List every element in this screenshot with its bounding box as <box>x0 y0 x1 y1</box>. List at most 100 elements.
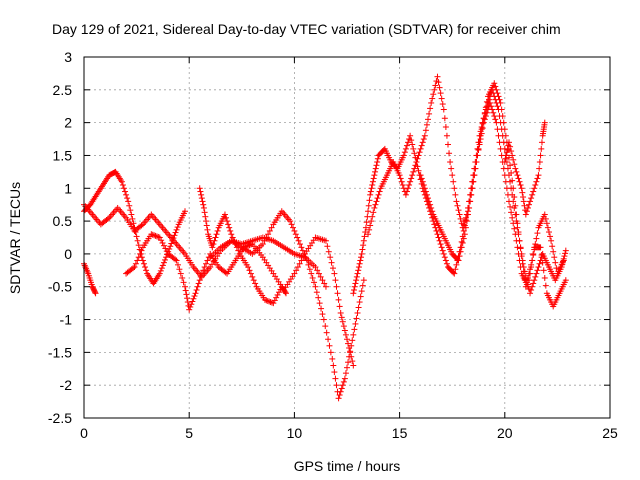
data-point-interp <box>460 227 467 234</box>
data-point-interp <box>483 98 490 105</box>
data-point <box>367 191 374 198</box>
data-point-interp <box>532 273 539 280</box>
data-point-interp <box>128 211 135 218</box>
data-point <box>125 198 132 205</box>
x-tick-label: 15 <box>392 425 408 441</box>
data-point <box>396 172 403 179</box>
x-tick-label: 20 <box>497 425 513 441</box>
data-point-interp <box>226 224 233 231</box>
data-point-interp <box>173 226 180 233</box>
data-point-interp <box>482 113 489 120</box>
data-point <box>487 99 494 106</box>
data-point-interp <box>508 209 515 216</box>
data-point-interp <box>429 95 436 102</box>
data-point-interp <box>368 218 375 225</box>
data-point-interp <box>472 165 479 172</box>
data-point-interp <box>351 283 358 290</box>
data-point-interp <box>140 260 147 267</box>
data-point-interp <box>282 289 289 296</box>
data-point <box>371 204 378 211</box>
data-point-interp <box>553 265 560 272</box>
data-point-interp <box>508 169 515 176</box>
data-point-interp <box>535 264 542 271</box>
data-point-interp <box>540 267 547 274</box>
data-point-interp <box>137 250 144 257</box>
data-point-interp <box>402 145 409 152</box>
data-point-interp <box>414 155 421 162</box>
data-point-interp <box>433 227 440 234</box>
data-point-interp <box>200 201 207 208</box>
data-point <box>453 198 460 205</box>
data-point-interp <box>120 185 127 192</box>
plot-frame <box>83 56 611 419</box>
data-point-interp <box>547 233 554 240</box>
data-point <box>341 375 348 382</box>
data-point <box>535 172 542 179</box>
data-point-interp <box>464 211 471 218</box>
data-point-interp <box>483 109 490 116</box>
data-point-interp <box>317 273 324 280</box>
data-point-interp <box>336 392 343 399</box>
data-point-interp <box>352 320 359 327</box>
data-point <box>181 283 188 290</box>
data-point <box>209 244 216 251</box>
data-point <box>320 316 327 323</box>
y-tick-label: -1.5 <box>48 344 72 360</box>
data-point-interp <box>413 159 420 166</box>
data-point-interp <box>313 289 320 296</box>
data-point-interp <box>135 242 142 249</box>
data-points <box>81 73 569 402</box>
data-point-interp <box>369 178 376 185</box>
data-point <box>335 395 342 402</box>
data-point-interp <box>203 260 210 267</box>
data-point-interp <box>357 257 364 264</box>
data-point-interp <box>365 202 372 209</box>
data-point <box>468 191 475 198</box>
data-point <box>186 306 193 313</box>
data-point-interp <box>495 132 502 139</box>
data-point-interp <box>143 267 150 274</box>
data-point-interp <box>502 178 509 185</box>
data-point-interp <box>368 185 375 192</box>
data-point-interp <box>457 248 464 255</box>
data-point-interp <box>309 274 316 281</box>
data-point-interp <box>508 148 515 155</box>
data-point-interp <box>511 225 518 232</box>
data-point-interp <box>373 198 380 205</box>
data-point-interp <box>539 259 546 266</box>
data-point-interp <box>419 139 426 146</box>
data-point-interp <box>340 378 347 385</box>
data-point <box>92 290 99 297</box>
data-point-interp <box>498 106 505 113</box>
data-point-interp <box>245 242 252 249</box>
data-point-interp <box>437 90 444 97</box>
data-point-interp <box>322 323 329 330</box>
data-point-interp <box>435 79 442 86</box>
data-point-interp <box>427 201 434 208</box>
data-point-interp <box>213 231 220 238</box>
data-point-interp <box>289 224 296 231</box>
data-point-interp <box>454 256 461 263</box>
data-point-interp <box>426 198 433 205</box>
data-point-interp <box>511 194 518 201</box>
data-point <box>461 231 468 238</box>
data-point-interp <box>469 185 476 192</box>
x-tick-label: 10 <box>287 425 303 441</box>
data-point-interp <box>435 234 442 241</box>
data-point-interp <box>292 231 299 238</box>
data-point-interp <box>366 226 373 233</box>
data-point-interp <box>306 266 313 273</box>
data-point <box>362 224 369 231</box>
data-point-interp <box>432 82 439 89</box>
data-point <box>447 159 454 166</box>
data-point-interp <box>426 110 433 117</box>
data-point <box>228 231 235 238</box>
data-point-interp <box>509 152 516 159</box>
data-point-interp <box>252 280 259 287</box>
data-point-interp <box>267 299 274 306</box>
data-point-interp <box>274 291 281 298</box>
data-point-interp <box>398 178 405 185</box>
x-tick-label: 0 <box>80 425 88 441</box>
data-point-interp <box>494 90 501 97</box>
y-tick-label: 2.5 <box>53 82 73 98</box>
